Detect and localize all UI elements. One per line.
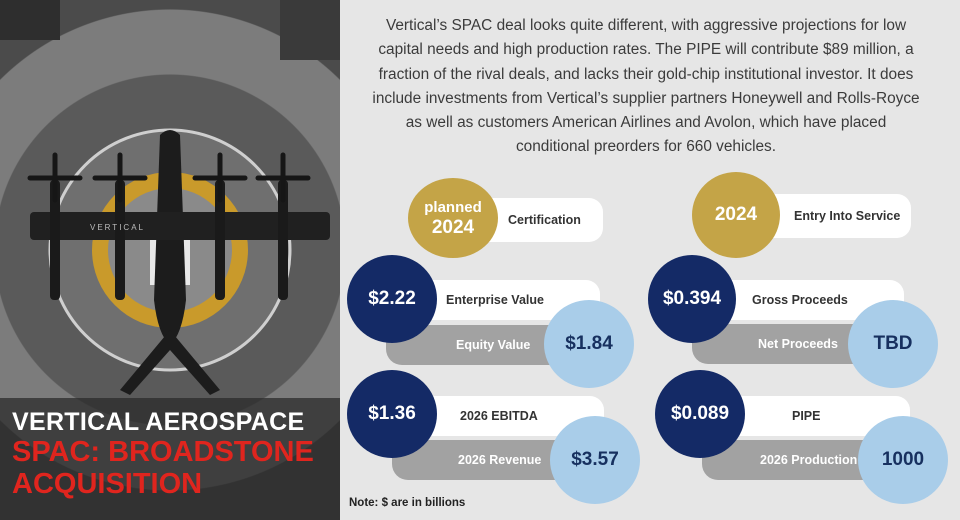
company-title: VERTICAL AEROSPACE [12,408,305,436]
equity-value-amount: $1.84 [565,333,613,354]
enterprise-value-amount: $2.22 [368,288,416,309]
gross-proceeds-amount: $0.394 [662,288,722,309]
ebitda-label: 2026 EBITDA [460,409,538,423]
ebitda-amount: $1.36 [368,403,416,424]
title-overlay [0,398,340,520]
revenue-label: 2026 Revenue [458,453,542,467]
certification-label: Certification [508,213,581,227]
entry-into-service-year: 2024 [714,204,758,225]
net-proceeds-amount: TBD [873,333,913,354]
gross-proceeds-label: Gross Proceeds [752,293,848,307]
net-proceeds-circle: TBD [848,300,938,388]
certification-circle: planned 2024 [408,178,498,258]
footnote: Note: $ are in billions [349,497,466,509]
gross-proceeds-pill: Gross Proceeds [714,280,904,320]
aircraft-illustration: VERTICAL [0,0,340,395]
revenue-circle: $3.57 [550,416,640,504]
aircraft-photo: VERTICAL [0,0,340,520]
enterprise-value-label: Enterprise Value [446,293,544,307]
pipe-label: PIPE [792,409,821,423]
production-circle: 1000 [858,416,948,504]
pipe-circle: $0.089 [655,370,745,458]
entry-into-service-label: Entry Into Service [794,209,901,223]
pipe-amount: $0.089 [670,403,730,424]
revenue-amount: $3.57 [571,449,619,470]
net-proceeds-label: Net Proceeds [758,337,838,351]
entry-into-service-circle: 2024 [692,172,780,258]
enterprise-value-circle: $2.22 [347,255,437,343]
aircraft-label: VERTICAL [90,223,145,232]
production-label: 2026 Production [760,453,858,467]
ebitda-circle: $1.36 [347,370,437,458]
certification-planned: planned [424,199,482,216]
intro-paragraph: Vertical’s SPAC deal looks quite differe… [372,17,920,156]
equity-value-circle: $1.84 [544,300,634,388]
gross-proceeds-circle: $0.394 [648,255,736,343]
production-amount: 1000 [881,449,925,470]
spac-title: SPAC: BROADSTONE ACQUISITION [12,436,314,500]
certification-year: 2024 [431,217,475,238]
equity-value-label: Equity Value [456,338,531,352]
